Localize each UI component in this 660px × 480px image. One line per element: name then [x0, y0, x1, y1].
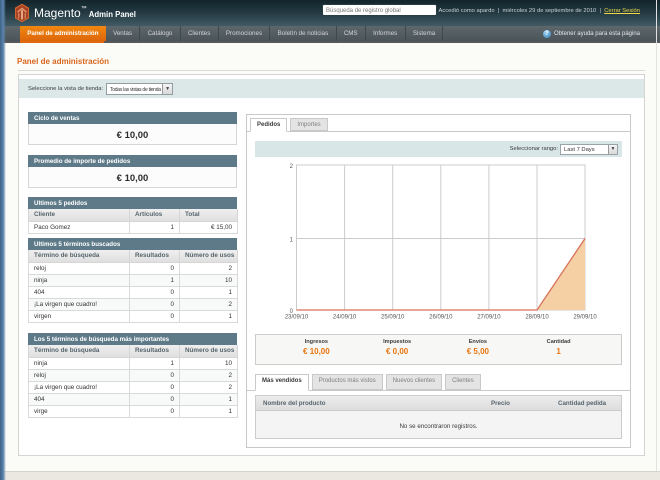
svg-text:27/09/10: 27/09/10 — [477, 315, 501, 321]
svg-text:1: 1 — [290, 238, 294, 244]
svg-text:2: 2 — [290, 164, 294, 170]
svg-text:28/09/10: 28/09/10 — [525, 315, 549, 321]
svg-text:23/09/10: 23/09/10 — [285, 315, 309, 321]
svg-text:0: 0 — [290, 309, 294, 315]
svg-text:26/09/10: 26/09/10 — [429, 315, 453, 321]
svg-text:25/09/10: 25/09/10 — [381, 315, 405, 321]
svg-text:29/09/10: 29/09/10 — [573, 315, 597, 321]
svg-text:24/09/10: 24/09/10 — [333, 315, 357, 321]
